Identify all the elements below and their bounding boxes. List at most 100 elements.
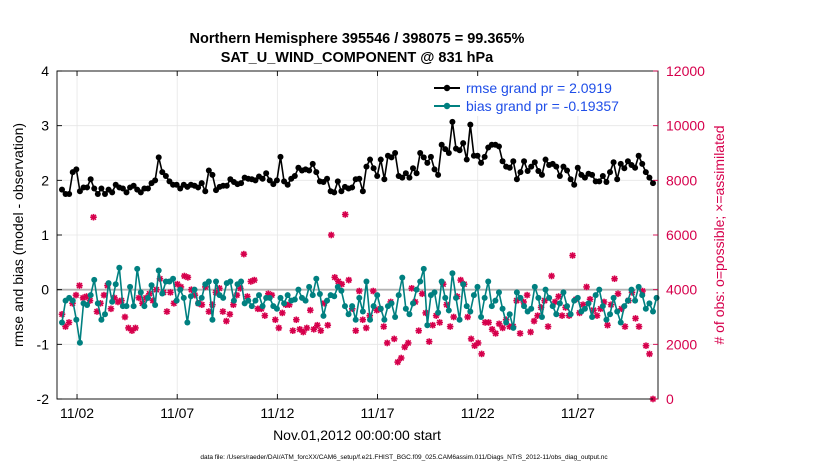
obs-count-point [642, 342, 650, 349]
bias-point [320, 312, 327, 319]
bias-point [152, 301, 159, 308]
obs-count-point [359, 316, 367, 324]
bias-point [248, 303, 255, 310]
rmse-point [542, 156, 549, 163]
rmse-point [431, 166, 438, 173]
bias-point [374, 292, 381, 299]
obs-count-point [446, 323, 454, 330]
bias-point [220, 294, 227, 301]
bias-point [69, 297, 76, 304]
rmse-point [101, 191, 108, 197]
rmse-point [331, 189, 338, 196]
rmse-point [338, 188, 345, 195]
obs-count-point [635, 323, 643, 330]
y-tick-label: 2 [41, 172, 49, 188]
rmse-point [531, 159, 538, 166]
obs-count-point [219, 308, 227, 315]
bias-point [341, 303, 348, 310]
rmse-point [456, 147, 463, 154]
rmse-point [277, 153, 284, 160]
obs-count-point [293, 316, 300, 324]
bias-point [59, 319, 66, 326]
rmse-point [581, 174, 588, 181]
rmse-point [621, 165, 628, 172]
x-tick-label: 11/27 [561, 405, 595, 421]
bias-point [170, 275, 177, 282]
rmse-point [392, 150, 399, 156]
rmse-point [324, 175, 331, 182]
bias-point [377, 305, 384, 312]
rmse-point [460, 140, 467, 147]
bias-point [155, 267, 162, 274]
rmse-point [574, 164, 581, 171]
obs-count-point [135, 294, 143, 302]
bias-point [198, 294, 205, 301]
rmse-point [517, 169, 524, 176]
rmse-point [635, 152, 642, 159]
bias-point [388, 300, 395, 307]
bias-point [177, 286, 184, 293]
bias-point [209, 316, 216, 323]
bias-point [449, 270, 456, 277]
bias-point [581, 305, 588, 312]
obs-count-point [205, 308, 213, 315]
bias-point [73, 316, 80, 323]
rmse-point [513, 176, 520, 183]
bias-point [646, 300, 653, 307]
bias-point [324, 297, 331, 304]
obs-count-point [464, 313, 471, 321]
bias-point [410, 300, 417, 307]
obs-count-point [261, 312, 269, 319]
bias-point [230, 297, 237, 304]
bias-point [492, 297, 499, 304]
bias-point [395, 292, 402, 299]
bias-point [141, 303, 148, 310]
bias-point [456, 316, 463, 323]
obs-count-point [415, 327, 422, 334]
rmse-point [614, 176, 621, 183]
rmse-point [266, 177, 273, 184]
rmse-point [639, 160, 646, 167]
obs-count-point [390, 335, 398, 343]
bias-point [359, 308, 366, 315]
bias-point [137, 289, 144, 296]
rmse-point [449, 118, 456, 125]
bias-point [413, 286, 420, 293]
rmse-point [599, 172, 606, 179]
rmse-point [177, 185, 184, 192]
x-tick-label: 11/02 [60, 405, 94, 421]
rmse-point [435, 171, 442, 178]
obs-count-point [226, 310, 234, 318]
bias-point [87, 292, 94, 299]
y-tick-label: 3 [41, 118, 49, 134]
x-axis-label: Nov.01,2012 00:00:00 start [273, 427, 441, 443]
bias-point [98, 316, 105, 323]
bias-point [381, 316, 388, 323]
bias-point [424, 322, 431, 329]
rmse-point [238, 180, 245, 187]
bias-point [313, 275, 320, 282]
bias-point [370, 303, 377, 310]
obs-count-point [163, 308, 171, 315]
obs-count-point [646, 350, 653, 358]
bias-point [402, 305, 409, 312]
rmse-point [291, 172, 298, 179]
bias-point [538, 314, 545, 320]
bias-point [567, 311, 574, 318]
rmse-point [284, 181, 291, 188]
obs-count-point [306, 306, 314, 314]
bias-point [392, 314, 399, 320]
rmse-point [556, 172, 563, 179]
bias-point [184, 319, 191, 326]
rmse-point [209, 171, 216, 178]
bias-point [191, 286, 198, 293]
y-tick-label: 4 [41, 63, 49, 79]
bias-point [173, 297, 180, 304]
chart-title-line2: SAT_U_WIND_COMPONENT @ 831 hPa [221, 50, 494, 66]
bias-point [460, 281, 467, 288]
rmse-point [467, 121, 474, 128]
rmse-point [402, 170, 409, 177]
obs-count-point [272, 316, 279, 324]
rmse-point [624, 158, 631, 165]
